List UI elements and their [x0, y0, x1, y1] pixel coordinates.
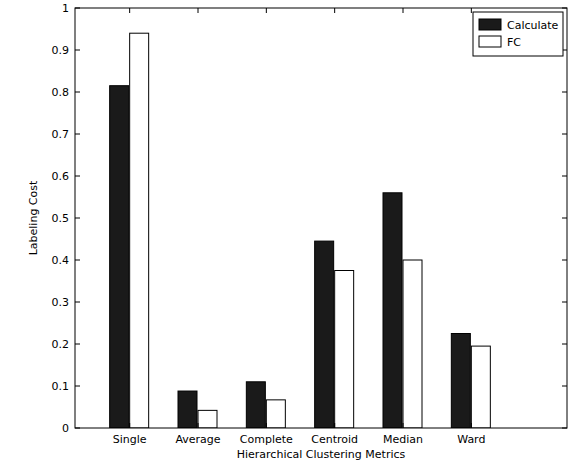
y-tick [562, 302, 567, 303]
x-tick [129, 8, 130, 13]
y-axis-label: Labeling Cost [27, 180, 40, 255]
y-tick-label: 0.1 [52, 380, 70, 393]
plot-bg [75, 8, 567, 428]
y-tick [75, 428, 80, 429]
x-tick-label: Centroid [311, 433, 358, 446]
x-tick [334, 423, 335, 428]
y-tick-label: 0 [62, 422, 69, 435]
y-tick [562, 386, 567, 387]
y-tick-label: 0.2 [52, 338, 70, 351]
legend-swatch [479, 36, 501, 47]
x-tick [266, 8, 267, 13]
bar [246, 382, 265, 428]
x-tick-label: Single [113, 433, 147, 446]
legend-box [473, 12, 563, 56]
y-tick [75, 260, 80, 261]
y-tick [562, 344, 567, 345]
legend-swatch [479, 19, 501, 30]
x-tick-label: Complete [240, 433, 293, 446]
y-tick [75, 344, 80, 345]
y-tick [75, 302, 80, 303]
x-tick-label: Average [175, 433, 220, 446]
x-tick [471, 8, 472, 13]
y-tick [75, 176, 80, 177]
chart: 0 0.1 0.2 0.3 0.4 0.5 0.6 0.7 0.8 0.9 1 Single Avera… [0, 0, 582, 462]
x-tick [198, 423, 199, 428]
y-tick [75, 386, 80, 387]
y-tick-label: 0.8 [52, 86, 70, 99]
x-tick [266, 423, 267, 428]
x-tick [403, 423, 404, 428]
y-tick [562, 176, 567, 177]
y-tick [562, 8, 567, 9]
bar [315, 241, 334, 428]
y-tick [75, 8, 80, 9]
frame [75, 8, 567, 428]
bar [451, 334, 470, 429]
x-tick-label: Ward [457, 433, 485, 446]
x-tick [198, 8, 199, 13]
y-tick [562, 260, 567, 261]
bar [178, 391, 197, 428]
y-tick [75, 50, 80, 51]
bar [471, 346, 490, 428]
bar [130, 33, 149, 428]
x-tick [129, 423, 130, 428]
y-tick-label: 0.4 [52, 254, 70, 267]
y-tick [562, 218, 567, 219]
x-tick [334, 8, 335, 13]
y-tick [562, 134, 567, 135]
y-tick-label: 0.9 [52, 44, 70, 57]
legend-label: FC [507, 36, 521, 49]
legend: Calculate FC [473, 12, 563, 56]
x-axis-label: Hierarchical Clustering Metrics [237, 448, 406, 461]
y-tick-label: 1 [62, 2, 69, 15]
x-tick [471, 423, 472, 428]
y-tick [75, 92, 80, 93]
x-tick-label: Median [383, 433, 423, 446]
y-tick [562, 92, 567, 93]
legend-label: Calculate [507, 19, 559, 32]
y-tick [75, 134, 80, 135]
y-tick-label: 0.7 [52, 128, 70, 141]
bars [110, 33, 491, 428]
bar [110, 86, 129, 428]
bar [198, 410, 217, 428]
y-tick-label: 0.6 [52, 170, 70, 183]
bar [266, 400, 285, 428]
bar [403, 260, 422, 428]
y-tick [562, 428, 567, 429]
bar [335, 271, 354, 429]
y-tick [75, 218, 80, 219]
y-tick-label: 0.3 [52, 296, 70, 309]
y-tick-label: 0.5 [52, 212, 70, 225]
x-tick [403, 8, 404, 13]
bar [383, 193, 402, 428]
